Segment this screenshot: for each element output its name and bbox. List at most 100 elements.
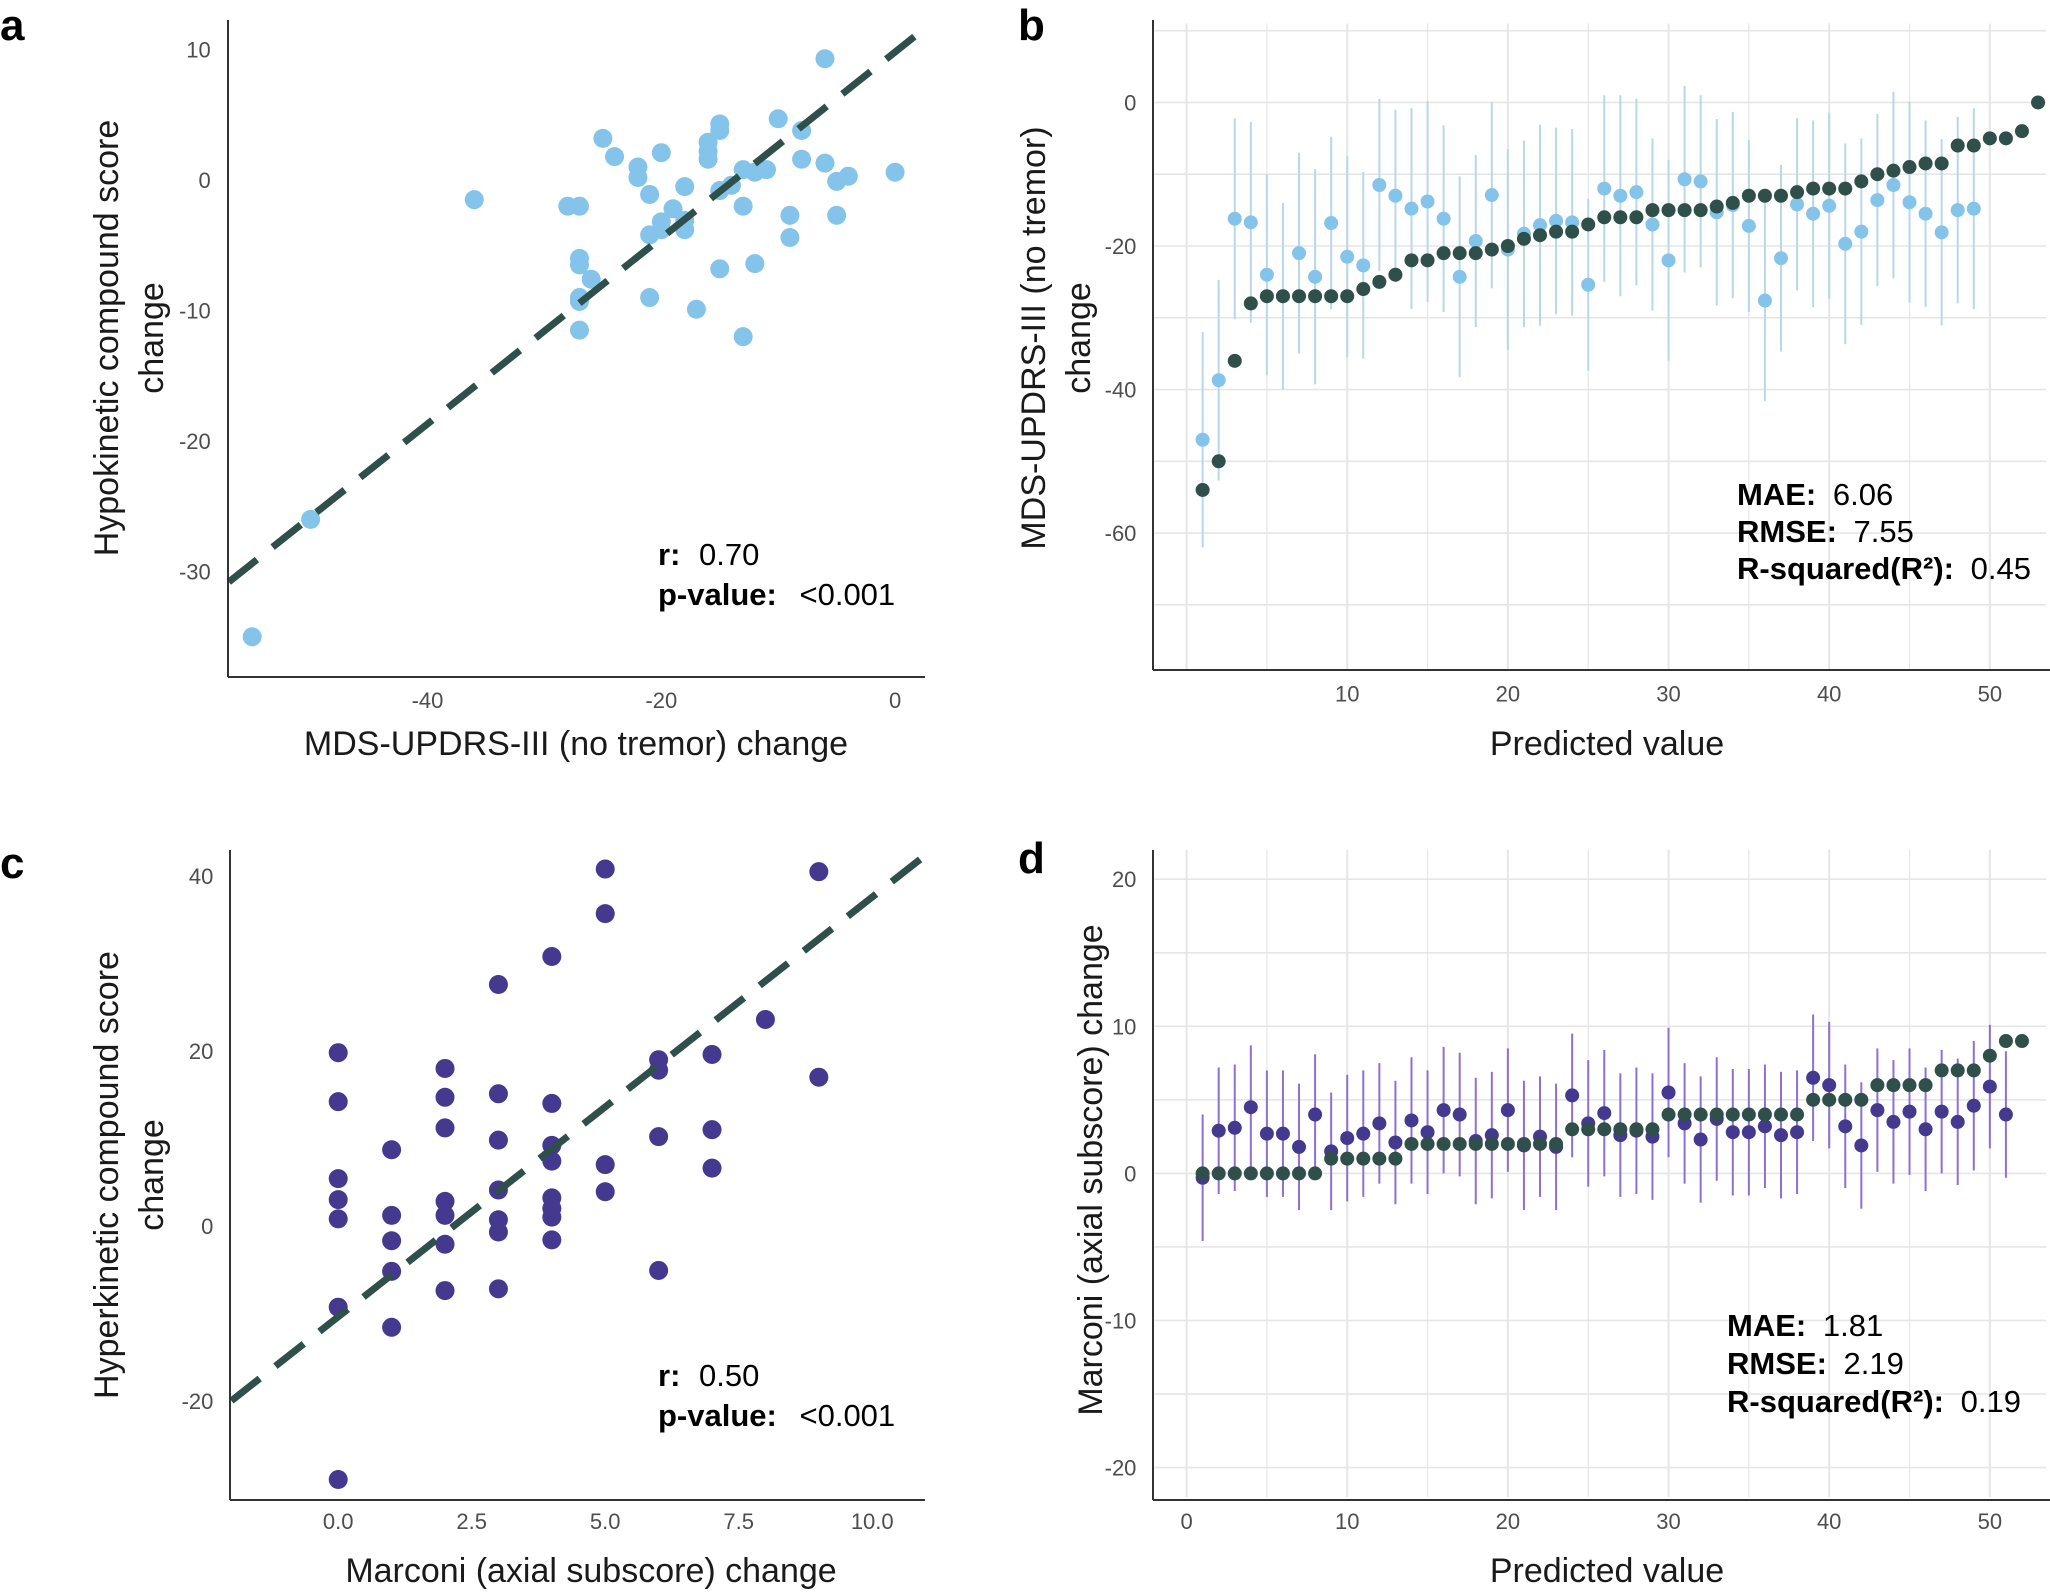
panel-d-predicted-point bbox=[1998, 1107, 2013, 1122]
panel-d-predicted-point bbox=[1661, 1085, 1676, 1100]
panel-d-observed-point bbox=[1661, 1107, 1676, 1122]
panel-a-x-tick-label: -40 bbox=[412, 688, 444, 713]
panel-d-observed-point bbox=[1934, 1063, 1949, 1078]
panel-b-observed-point bbox=[1388, 267, 1403, 282]
panel-a-point bbox=[675, 177, 695, 197]
panel-d-observed-point bbox=[1356, 1151, 1371, 1166]
panel-a-point bbox=[593, 128, 613, 148]
panel-d-observed-point bbox=[1693, 1107, 1708, 1122]
panel-d-predicted-point bbox=[1356, 1126, 1371, 1141]
panel-d-predicted-point bbox=[1372, 1116, 1387, 1131]
panel-d-observed-point bbox=[1436, 1136, 1451, 1151]
panel-a-point bbox=[885, 162, 905, 182]
panel-d-predicted-point bbox=[1275, 1126, 1290, 1141]
panel-d-y-title: Marconi (axial subscore) change bbox=[1072, 924, 1110, 1415]
panel-d-observed-point bbox=[1725, 1107, 1740, 1122]
panel-b-mae-label: MAE: bbox=[1737, 477, 1816, 512]
panel-c-point bbox=[595, 904, 615, 924]
panel-d-observed-point bbox=[1998, 1034, 2013, 1049]
panel-b-observed-point bbox=[2031, 95, 2046, 110]
panel-a-x-title: MDS-UPDRS-III (no tremor) change bbox=[304, 725, 848, 763]
panel-a-point bbox=[827, 205, 847, 225]
panel-b-observed-point bbox=[1404, 253, 1419, 268]
panel-d-x-tick-label: 10 bbox=[1335, 1509, 1359, 1534]
panel-d-predicted-point bbox=[1452, 1107, 1467, 1122]
panel-d-observed-point bbox=[1613, 1122, 1628, 1137]
panel-c-point bbox=[649, 1127, 669, 1147]
panel-b-predicted-point bbox=[1886, 177, 1901, 192]
panel-b-x-tick-label: 10 bbox=[1335, 681, 1359, 706]
panel-d-observed-point bbox=[1420, 1136, 1435, 1151]
panel-b-predicted-point bbox=[1950, 203, 1965, 218]
panel-b-observed-point bbox=[1629, 210, 1644, 225]
panel-b-predicted-point bbox=[1661, 253, 1676, 268]
panel-b-predicted-point bbox=[1388, 188, 1403, 203]
panel-d-predicted-point bbox=[1870, 1103, 1885, 1118]
panel-a-point bbox=[710, 259, 730, 279]
panel-b-observed-point bbox=[1340, 289, 1355, 304]
panel-b-observed-point bbox=[1790, 185, 1805, 200]
panel-b-rmse-stat: RMSE: 7.55 bbox=[1737, 514, 1914, 549]
panel-d-observed-point bbox=[1308, 1166, 1323, 1181]
panel-b-observed-point bbox=[1966, 138, 1981, 153]
panel-c-point bbox=[595, 1155, 615, 1175]
panel-b-y-tick-label: -60 bbox=[1105, 521, 1137, 546]
panel-d-marks bbox=[1195, 1014, 2029, 1242]
panel-b-observed-point bbox=[1436, 246, 1451, 261]
panel-c-y-tick-label: -20 bbox=[182, 1389, 214, 1414]
panel-c-point bbox=[809, 1067, 829, 1087]
panel-d-predicted-point bbox=[1790, 1125, 1805, 1140]
panel-c-point bbox=[488, 1130, 508, 1150]
panel-b-observed-point bbox=[1292, 289, 1307, 304]
panel-d-observed-point bbox=[1388, 1151, 1403, 1166]
panel-c-x-tick-label: 2.5 bbox=[456, 1509, 487, 1534]
panel-d-predicted-point bbox=[1292, 1139, 1307, 1154]
panel-c-p-label: p-value: bbox=[658, 1398, 777, 1433]
panel-d-y-tick-label: 0 bbox=[1124, 1161, 1136, 1186]
panel-c-point bbox=[702, 1120, 722, 1140]
panel-d-mae-label: MAE: bbox=[1727, 1308, 1806, 1343]
panel-d-r2-stat: R-squared(R²): 0.19 bbox=[1727, 1384, 2021, 1419]
panel-c-point bbox=[328, 1190, 348, 1210]
panel-c-r-stat: r: 0.50 bbox=[658, 1358, 759, 1393]
panel-a-point bbox=[686, 299, 706, 319]
panel-b-observed-point bbox=[1725, 195, 1740, 210]
panel-b-predicted-point bbox=[1854, 224, 1869, 239]
panel-c-y-title-line2: change bbox=[133, 1119, 171, 1231]
panel-b-observed-point bbox=[1259, 289, 1274, 304]
panel-c-point bbox=[488, 974, 508, 994]
panel-d-predicted-point bbox=[1259, 1126, 1274, 1141]
panel-b-observed-point bbox=[1677, 203, 1692, 218]
panel-d-observed-point bbox=[1773, 1107, 1788, 1122]
panel-c-p-stat: p-value: <0.001 bbox=[658, 1398, 895, 1433]
panel-a-p-label: p-value: bbox=[658, 577, 777, 612]
panel-c-point bbox=[435, 1205, 455, 1225]
panel-d-observed-point bbox=[1709, 1107, 1724, 1122]
panel-b-x-tick-label: 50 bbox=[1978, 681, 2002, 706]
panel-d-observed-point bbox=[1581, 1122, 1596, 1137]
panel-d-observed-point bbox=[1982, 1048, 1997, 1063]
panel-b-observed-point bbox=[2014, 124, 2029, 139]
panel-b-observed-point bbox=[1275, 289, 1290, 304]
panel-d-r2-value: 0.19 bbox=[1961, 1384, 2021, 1419]
panel-b-observed-point bbox=[1565, 224, 1580, 239]
panel-b-y-tick-label: -20 bbox=[1105, 234, 1137, 259]
panel-b-observed-point bbox=[1372, 274, 1387, 289]
panel-d-predicted-point bbox=[1388, 1135, 1403, 1150]
panel-b-mae-value: 6.06 bbox=[1833, 477, 1893, 512]
panel-a-point bbox=[569, 255, 589, 275]
panel-b-predicted-point bbox=[1340, 249, 1355, 264]
panel-a-y-title-line2: change bbox=[133, 282, 171, 394]
panel-b-observed-point bbox=[1918, 156, 1933, 171]
panel-b-predicted-point bbox=[1452, 269, 1467, 284]
panel-a-y-tick-label: -30 bbox=[179, 560, 211, 585]
panel-c-ticks: 40 20 0 -20 0.0 2.5 5.0 7.5 10.0 bbox=[182, 864, 894, 1534]
panel-d-predicted-point bbox=[1404, 1113, 1419, 1128]
panel-b-observed-point bbox=[1934, 156, 1949, 171]
panel-b-observed-point bbox=[1998, 131, 2013, 146]
panel-a-point bbox=[710, 121, 730, 141]
panel-c-point bbox=[435, 1234, 455, 1254]
panel-d-predicted-point bbox=[1565, 1088, 1580, 1103]
panel-a-x-tick-label: 0 bbox=[889, 688, 901, 713]
panel-letter-d: d bbox=[1018, 834, 1045, 883]
